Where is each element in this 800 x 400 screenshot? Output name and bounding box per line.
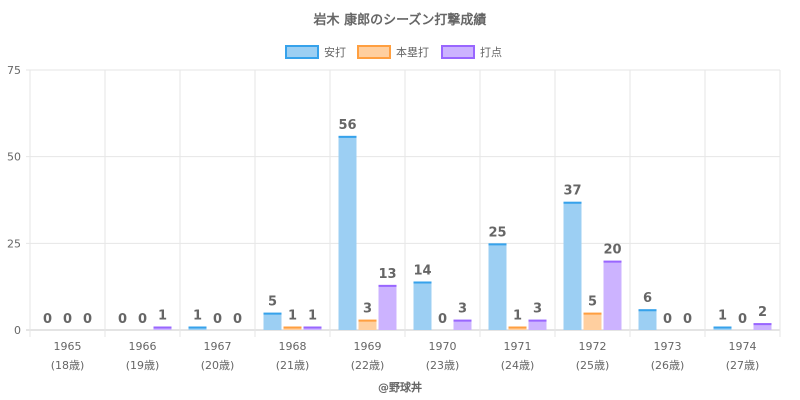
gridlines — [26, 69, 781, 337]
value-label-1970-s1: 0 — [438, 312, 447, 327]
value-label-1968-s1: 1 — [288, 309, 297, 324]
value-label-1972-s2: 20 — [603, 243, 621, 258]
legend-label-2: 打点 — [480, 45, 502, 59]
x-tick-label-4: 1969 — [354, 340, 382, 353]
x-tick-sublabel-3: (21歳) — [276, 359, 310, 372]
value-label-1969-s2: 13 — [378, 267, 396, 282]
bar-1974-s2 — [753, 323, 772, 330]
value-label-1967-s1: 0 — [213, 312, 222, 327]
x-tick-label-8: 1973 — [654, 340, 682, 353]
bar-1969-s2 — [378, 284, 397, 330]
bar-1968-s0 — [263, 312, 282, 330]
x-tick-sublabel-2: (20歳) — [201, 359, 235, 372]
value-label-1969-s1: 3 — [363, 302, 372, 317]
y-tick-label-2: 50 — [7, 151, 21, 164]
value-label-1970-s2: 3 — [458, 302, 467, 317]
bar-1970-s2 — [453, 319, 472, 330]
legend-label-0: 安打 — [324, 45, 346, 59]
value-label-1965-s2: 0 — [83, 312, 92, 327]
legend-swatch-2 — [441, 45, 475, 59]
legend: 安打 本塁打 打点 — [285, 45, 502, 59]
y-tick-label-1: 25 — [7, 237, 21, 250]
value-label-1968-s2: 1 — [308, 309, 317, 324]
x-tick-sublabel-6: (24歳) — [501, 359, 535, 372]
value-label-1969-s0: 56 — [338, 118, 356, 133]
x-tick-label-3: 1968 — [279, 340, 307, 353]
y-axis: 0 25 50 75 — [7, 64, 21, 337]
x-tick-label-2: 1967 — [204, 340, 232, 353]
value-label-1971-s1: 1 — [513, 309, 522, 324]
x-tick-sublabel-4: (22歳) — [351, 359, 385, 372]
x-tick-label-6: 1971 — [504, 340, 532, 353]
bar-1971-s2 — [528, 319, 547, 330]
bar-1972-s1 — [583, 312, 602, 330]
bar-1973-s0 — [638, 309, 657, 330]
x-tick-label-0: 1965 — [54, 340, 82, 353]
bars — [153, 135, 772, 330]
value-label-1971-s2: 3 — [533, 302, 542, 317]
value-label-1965-s0: 0 — [43, 312, 52, 327]
x-tick-label-9: 1974 — [729, 340, 757, 353]
y-tick-label-0: 0 — [14, 324, 21, 337]
value-label-1966-s0: 0 — [118, 312, 127, 327]
value-label-1967-s2: 0 — [233, 312, 242, 327]
x-axis: 1965 (18歳) 1966 (19歳) 1967 (20歳) 1968 (21歳) 1969… — [51, 340, 760, 372]
credit-label: @野球丼 — [378, 380, 422, 394]
value-label-1973-s1: 0 — [663, 312, 672, 327]
legend-swatch-0 — [285, 45, 319, 59]
x-tick-sublabel-5: (23歳) — [426, 359, 460, 372]
value-label-1967-s0: 1 — [193, 309, 202, 324]
bar-1970-s0 — [413, 281, 432, 330]
value-label-1972-s1: 5 — [588, 295, 597, 310]
y-tick-label-3: 75 — [7, 64, 21, 77]
value-label-1966-s2: 1 — [158, 309, 167, 324]
value-label-1974-s0: 1 — [718, 309, 727, 324]
value-label-1971-s0: 25 — [488, 225, 506, 240]
x-tick-label-5: 1970 — [429, 340, 457, 353]
bar-1972-s2 — [603, 260, 622, 330]
bar-1969-s1 — [358, 319, 377, 330]
x-tick-sublabel-0: (18歳) — [51, 359, 85, 372]
x-tick-sublabel-7: (25歳) — [576, 359, 610, 372]
value-label-1973-s2: 0 — [683, 312, 692, 327]
bar-1971-s0 — [488, 243, 507, 330]
x-tick-label-1: 1966 — [129, 340, 157, 353]
legend-swatch-1 — [357, 45, 391, 59]
x-tick-sublabel-1: (19歳) — [126, 359, 160, 372]
x-tick-label-7: 1972 — [579, 340, 607, 353]
value-label-1968-s0: 5 — [268, 295, 277, 310]
bar-1972-s0 — [563, 201, 582, 330]
x-tick-sublabel-9: (27歳) — [726, 359, 760, 372]
x-tick-sublabel-8: (26歳) — [651, 359, 685, 372]
value-label-1973-s0: 6 — [643, 291, 652, 306]
legend-label-1: 本塁打 — [396, 45, 429, 59]
chart-title: 岩木 康郎のシーズン打撃成績 — [313, 12, 487, 28]
value-label-1970-s0: 14 — [413, 263, 431, 278]
bar-1969-s0 — [338, 135, 357, 330]
value-label-1966-s1: 0 — [138, 312, 147, 327]
value-label-1965-s1: 0 — [63, 312, 72, 327]
value-label-1972-s0: 37 — [563, 184, 581, 199]
value-label-1974-s1: 0 — [738, 312, 747, 327]
value-label-1974-s2: 2 — [758, 305, 767, 320]
